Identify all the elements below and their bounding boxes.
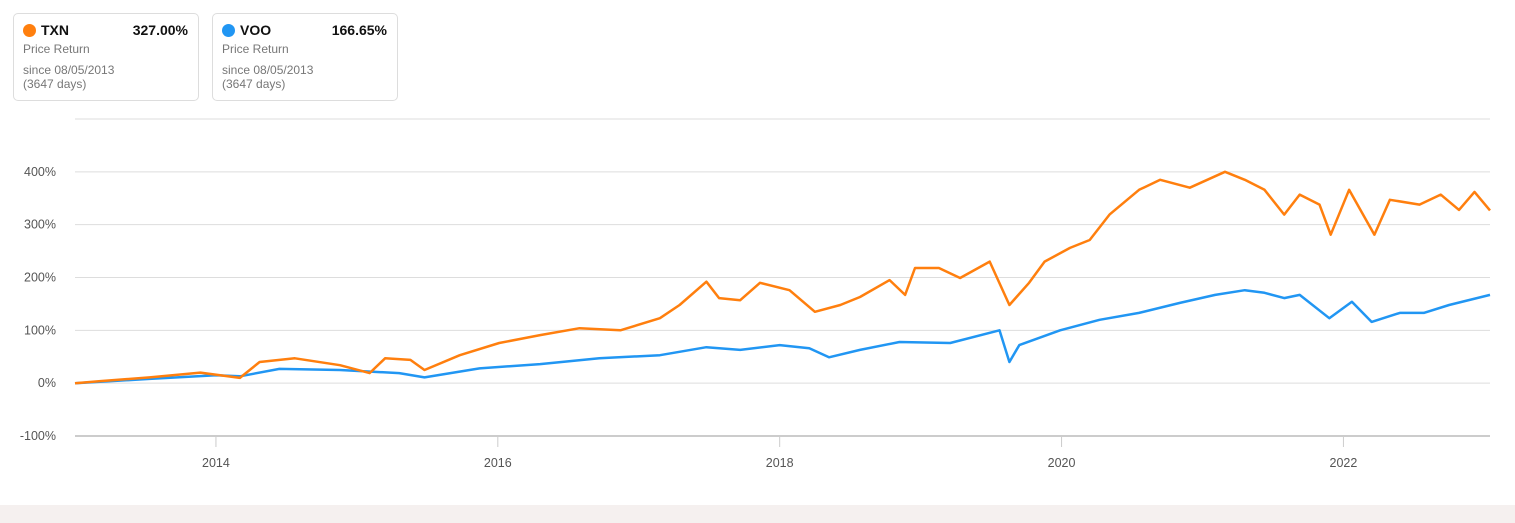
y-tick-label: 0% [38, 376, 56, 390]
series-line-txn [74, 170, 1491, 385]
legend-label: Price Return [23, 42, 90, 56]
legend-label: Price Return [222, 42, 289, 56]
legend-value: 327.00% [132, 22, 188, 38]
legend-value: 166.65% [331, 22, 387, 38]
x-tick-label: 2018 [766, 456, 794, 470]
price-return-chart: -100% 0% 100% 200% 300% 400% 2014 2016 2018 2020 2… [20, 118, 1491, 470]
series-line-voo [74, 288, 1491, 385]
legend-ticker: TXN [41, 22, 69, 38]
x-tick-label: 2020 [1048, 456, 1076, 470]
legend-days: (3647 days) [222, 77, 286, 91]
y-tick-label: 100% [24, 323, 56, 337]
txn-color-dot-icon [23, 23, 36, 37]
legend-card-txn[interactable]: TXN 327.00% Price Return since 08/05/2013… [13, 13, 199, 101]
footer-band [0, 505, 1515, 523]
legend-days: (3647 days) [23, 77, 87, 91]
legend-since: since 08/05/2013 [23, 63, 115, 77]
y-tick-label: 400% [24, 165, 56, 179]
x-tick-label: 2022 [1330, 456, 1358, 470]
voo-color-dot-icon [222, 23, 235, 37]
x-tick-label: 2016 [484, 456, 512, 470]
y-tick-label: 200% [24, 271, 56, 285]
x-tick-label: 2014 [202, 456, 230, 470]
y-tick-label: -100% [20, 429, 56, 443]
legend-ticker: VOO [240, 22, 272, 38]
legend-since: since 08/05/2013 [222, 63, 314, 77]
y-tick-label: 300% [24, 218, 56, 232]
legend-card-voo[interactable]: VOO 166.65% Price Return since 08/05/2013… [212, 13, 398, 101]
